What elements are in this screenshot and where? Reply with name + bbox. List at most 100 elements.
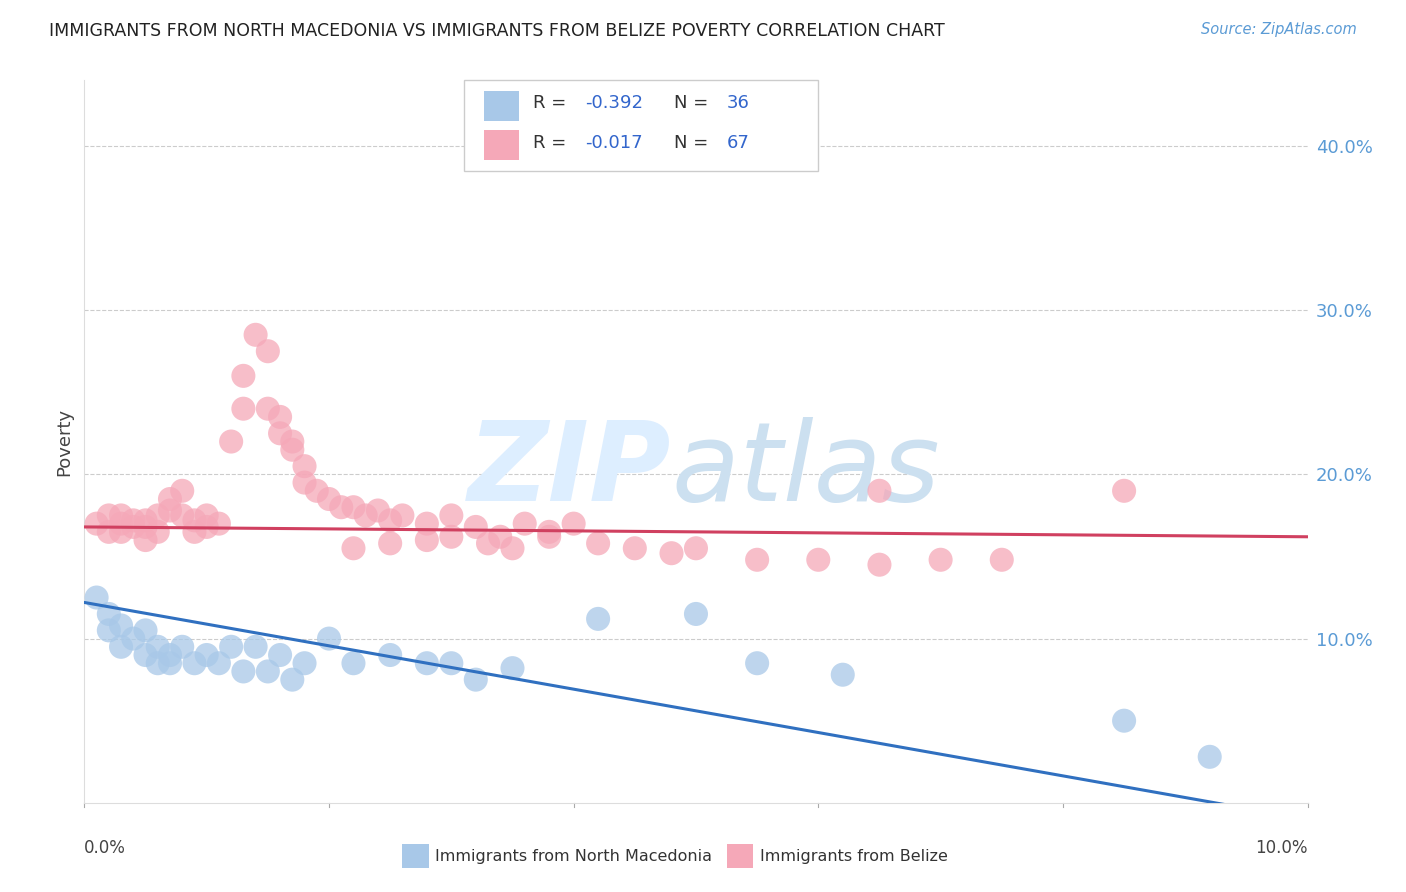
Point [183, 657, 205, 671]
Point [146, 508, 169, 523]
Point [869, 558, 891, 572]
Point [97, 624, 120, 638]
Point [367, 503, 389, 517]
Point [281, 673, 304, 687]
Point [538, 524, 561, 539]
Point [97, 508, 120, 523]
Point [269, 409, 291, 424]
Point [195, 648, 218, 662]
Point [440, 508, 463, 523]
Point [330, 500, 353, 515]
Point [219, 640, 242, 654]
Point [269, 648, 291, 662]
Point [869, 483, 891, 498]
Point [110, 508, 132, 523]
Point [208, 657, 231, 671]
Point [269, 426, 291, 441]
Point [354, 508, 377, 523]
Point [172, 483, 194, 498]
Point [464, 520, 486, 534]
Point [294, 657, 316, 671]
Point [232, 665, 254, 679]
Point [624, 541, 647, 556]
Point [135, 533, 157, 547]
Point [513, 516, 536, 531]
FancyBboxPatch shape [484, 91, 519, 121]
Point [305, 483, 328, 498]
Point [232, 401, 254, 416]
Point [342, 500, 364, 515]
Point [586, 536, 609, 550]
FancyBboxPatch shape [727, 844, 754, 868]
Point [807, 553, 830, 567]
Point [685, 541, 707, 556]
Point [281, 434, 304, 449]
Point [135, 513, 157, 527]
Point [1114, 483, 1136, 498]
Text: ZIP: ZIP [468, 417, 672, 524]
Text: R =: R = [533, 94, 572, 112]
Point [380, 536, 402, 550]
Point [172, 640, 194, 654]
Point [464, 673, 486, 687]
Point [747, 657, 769, 671]
Point [294, 459, 316, 474]
Point [991, 553, 1014, 567]
Point [538, 530, 561, 544]
Point [195, 520, 218, 534]
Text: N =: N = [673, 94, 714, 112]
Point [97, 524, 120, 539]
Point [685, 607, 707, 621]
FancyBboxPatch shape [464, 80, 818, 170]
Text: 36: 36 [727, 94, 749, 112]
Point [342, 541, 364, 556]
Point [380, 513, 402, 527]
Text: Immigrants from North Macedonia: Immigrants from North Macedonia [436, 849, 713, 863]
Point [245, 327, 267, 342]
Text: 10.0%: 10.0% [1256, 838, 1308, 857]
Point [97, 607, 120, 621]
Point [159, 657, 181, 671]
Point [257, 665, 280, 679]
Point [122, 513, 145, 527]
Text: Immigrants from Belize: Immigrants from Belize [759, 849, 948, 863]
Text: 0.0%: 0.0% [84, 838, 127, 857]
Point [502, 541, 524, 556]
Point [159, 491, 181, 506]
Point [929, 553, 952, 567]
Point [440, 530, 463, 544]
Point [318, 491, 340, 506]
Text: IMMIGRANTS FROM NORTH MACEDONIA VS IMMIGRANTS FROM BELIZE POVERTY CORRELATION CH: IMMIGRANTS FROM NORTH MACEDONIA VS IMMIG… [49, 22, 945, 40]
Point [183, 524, 205, 539]
Point [122, 520, 145, 534]
Point [747, 553, 769, 567]
Point [416, 657, 439, 671]
Point [195, 508, 218, 523]
Text: Source: ZipAtlas.com: Source: ZipAtlas.com [1201, 22, 1357, 37]
Point [342, 657, 364, 671]
Point [183, 513, 205, 527]
Point [257, 344, 280, 359]
Point [380, 648, 402, 662]
Point [416, 516, 439, 531]
Point [110, 516, 132, 531]
Text: R =: R = [533, 134, 572, 152]
Point [294, 475, 316, 490]
Point [110, 640, 132, 654]
Point [232, 368, 254, 383]
Point [1114, 714, 1136, 728]
Point [661, 546, 683, 560]
Point [586, 612, 609, 626]
FancyBboxPatch shape [484, 130, 519, 161]
Point [281, 442, 304, 457]
Text: atlas: atlas [672, 417, 941, 524]
FancyBboxPatch shape [402, 844, 429, 868]
Text: -0.392: -0.392 [585, 94, 643, 112]
Point [135, 624, 157, 638]
Point [172, 508, 194, 523]
Point [146, 657, 169, 671]
Point [391, 508, 413, 523]
Point [502, 661, 524, 675]
Point [416, 533, 439, 547]
Y-axis label: Poverty: Poverty [55, 408, 73, 475]
